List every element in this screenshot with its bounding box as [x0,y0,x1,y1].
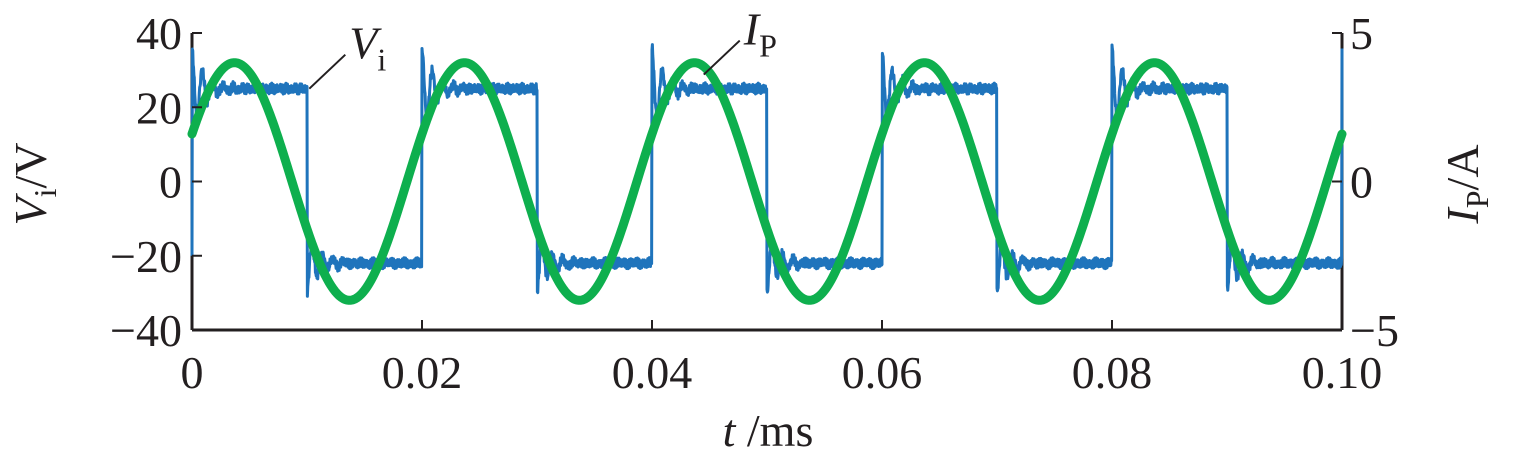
y-axis-label-right: IP/A [1437,144,1495,224]
series-layer [187,43,1347,305]
annotation-label: Vi [349,18,386,78]
y-right-tick-label: −5 [1350,305,1399,356]
x-tick-label: 0.10 [1302,347,1383,398]
x-tick-label: 0.02 [382,347,463,398]
series-ip-line [187,58,1347,305]
annotation-leader-line [703,39,741,76]
y-right-tick-label: 5 [1350,8,1373,59]
y-left-tick-label: 0 [159,157,182,208]
annotation-layer: Vi IP [308,4,777,90]
x-axis-label: t /ms [723,405,814,456]
annotation-label: IP [743,4,777,64]
y-right-tick-label: 0 [1350,157,1373,208]
y-left-tick-label: −40 [110,305,182,356]
y-left-tick-label: −20 [110,231,182,282]
series-vi-line [190,43,1344,298]
tick-layer: 0 0.02 0.04 0.06 0.08 0.10 −40 −20 0 20 40 −5 0 5 [110,8,1399,398]
x-tick-label: 0.04 [612,347,693,398]
y-left-tick-label: 20 [136,82,182,133]
y-left-tick-label: 40 [136,8,182,59]
y-axis-label-left: Vi/V [5,143,63,226]
x-tick-label: 0.08 [1072,347,1153,398]
annotation-leader-line [308,53,346,90]
x-tick-label: 0.06 [842,347,923,398]
x-tick-label: 0 [181,347,204,398]
